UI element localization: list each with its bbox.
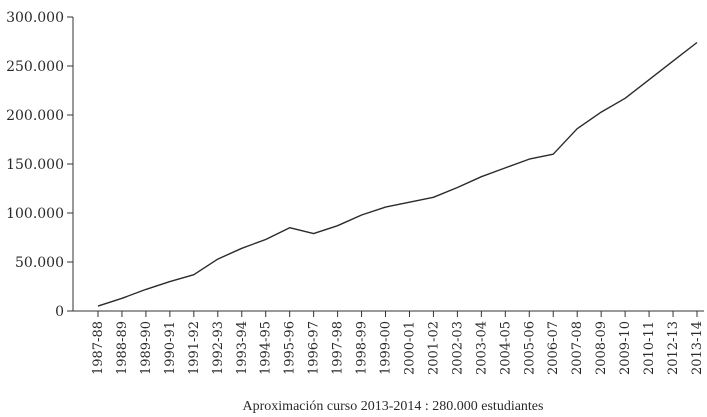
y-tick-label: 300.000 (6, 10, 64, 26)
chart-caption: Aproximación curso 2013-2014 : 280.000 e… (243, 399, 544, 414)
x-tick-label: 1992-93 (211, 321, 226, 375)
x-tick-label: 2010-11 (642, 321, 657, 375)
x-tick-label: 1996-97 (307, 321, 322, 375)
y-tick-label: 150.000 (6, 157, 64, 173)
x-tick-label: 1988-89 (115, 321, 130, 375)
x-tick-label: 2006-07 (546, 321, 561, 375)
y-tick-label: 250.000 (6, 59, 64, 75)
plot-area (97, 41, 698, 307)
x-tick-label: 1995-96 (283, 321, 298, 375)
y-tick-label: 50.000 (15, 255, 64, 271)
x-tick-label: 1999-00 (379, 321, 394, 375)
x-axis: 1987-88 1988-89 1989-90 1990-91 1991-92 1992-… (73, 310, 705, 375)
x-tick-label: 2012-13 (666, 321, 681, 375)
y-tick-label: 200.000 (6, 108, 64, 124)
x-tick-label: 1994-95 (259, 321, 274, 375)
x-tick-label: 1990-91 (163, 321, 178, 375)
x-tick-label: 2001-02 (426, 321, 441, 375)
x-tick-label: 2000-01 (402, 321, 417, 375)
x-tick-label: 2008-09 (594, 321, 609, 375)
x-tick-label: 1987-88 (91, 321, 106, 375)
series-line (97, 41, 698, 307)
y-tick-label: 100.000 (6, 206, 64, 222)
x-tick-label: 1998-99 (355, 321, 370, 375)
x-tick-label: 1993-94 (235, 321, 250, 375)
y-axis: 0 50.000 100.000 150.000 200.000 250.000 300.0… (6, 10, 74, 320)
x-tick-label: 2005-06 (522, 321, 537, 375)
x-tick-label: 2003-04 (474, 321, 489, 375)
y-tick-label: 0 (55, 304, 64, 320)
x-tick-label: 2007-08 (570, 321, 585, 375)
x-tick-label: 2009-10 (618, 321, 633, 375)
x-tick-label: 1989-90 (139, 321, 154, 375)
x-tick-label: 2013-14 (690, 321, 705, 375)
x-tick-label: 2002-03 (450, 321, 465, 375)
x-tick-label: 1991-92 (187, 321, 202, 375)
x-tick-label: 1997-98 (331, 321, 346, 375)
x-tick-label: 2004-05 (498, 321, 513, 375)
